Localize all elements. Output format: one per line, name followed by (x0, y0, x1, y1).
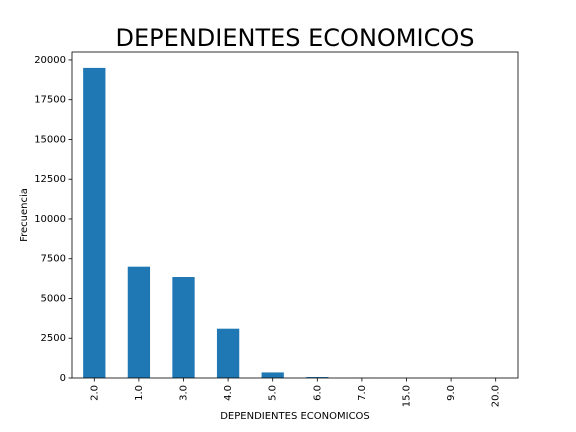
y-tick-label: 0 (60, 373, 66, 384)
x-tick-label: 7.0 (357, 385, 368, 401)
plot-frame (71, 51, 519, 379)
x-tick-label: 2.0 (89, 385, 100, 401)
bars-layer (83, 67, 507, 378)
y-tick-label: 10000 (34, 214, 66, 225)
x-tick-label: 6.0 (312, 385, 323, 401)
y-tick-label: 5000 (41, 293, 66, 304)
y-tick-label: 20000 (34, 55, 66, 66)
x-tick-label: 20.0 (491, 385, 502, 407)
y-tick-label: 12500 (34, 174, 66, 185)
x-tick-label: 5.0 (268, 385, 279, 401)
y-tick-label: 15000 (34, 134, 66, 145)
y-axis-label: Frecuencia (19, 188, 30, 242)
y-tick-label: 7500 (41, 254, 66, 265)
bar-6-0 (306, 377, 329, 378)
x-axis: 2.0 1.0 3.0 4.0 5.0 6.0 7.0 15.0 9.0 20.0 (89, 378, 502, 407)
x-tick-label: 1.0 (134, 385, 145, 401)
bar-3-0 (172, 277, 195, 378)
bar-4-0 (216, 328, 240, 378)
y-axis: 0 2500 5000 7500 10000 12500 15000 17500 20000 (34, 55, 72, 384)
bar-1-0 (127, 266, 151, 378)
y-tick-label: 17500 (34, 95, 66, 106)
x-tick-label: 4.0 (223, 385, 234, 401)
y-tick-label: 2500 (41, 333, 66, 344)
x-tick-label: 15.0 (402, 385, 413, 407)
bar-5-0 (261, 372, 284, 378)
bar-2-0 (83, 67, 106, 378)
x-axis-label: DEPENDIENTES ECONOMICOS (220, 411, 370, 422)
x-tick-label: 3.0 (179, 385, 190, 401)
x-tick-label: 9.0 (446, 385, 457, 401)
chart-title: DEPENDIENTES ECONOMICOS (116, 24, 475, 52)
